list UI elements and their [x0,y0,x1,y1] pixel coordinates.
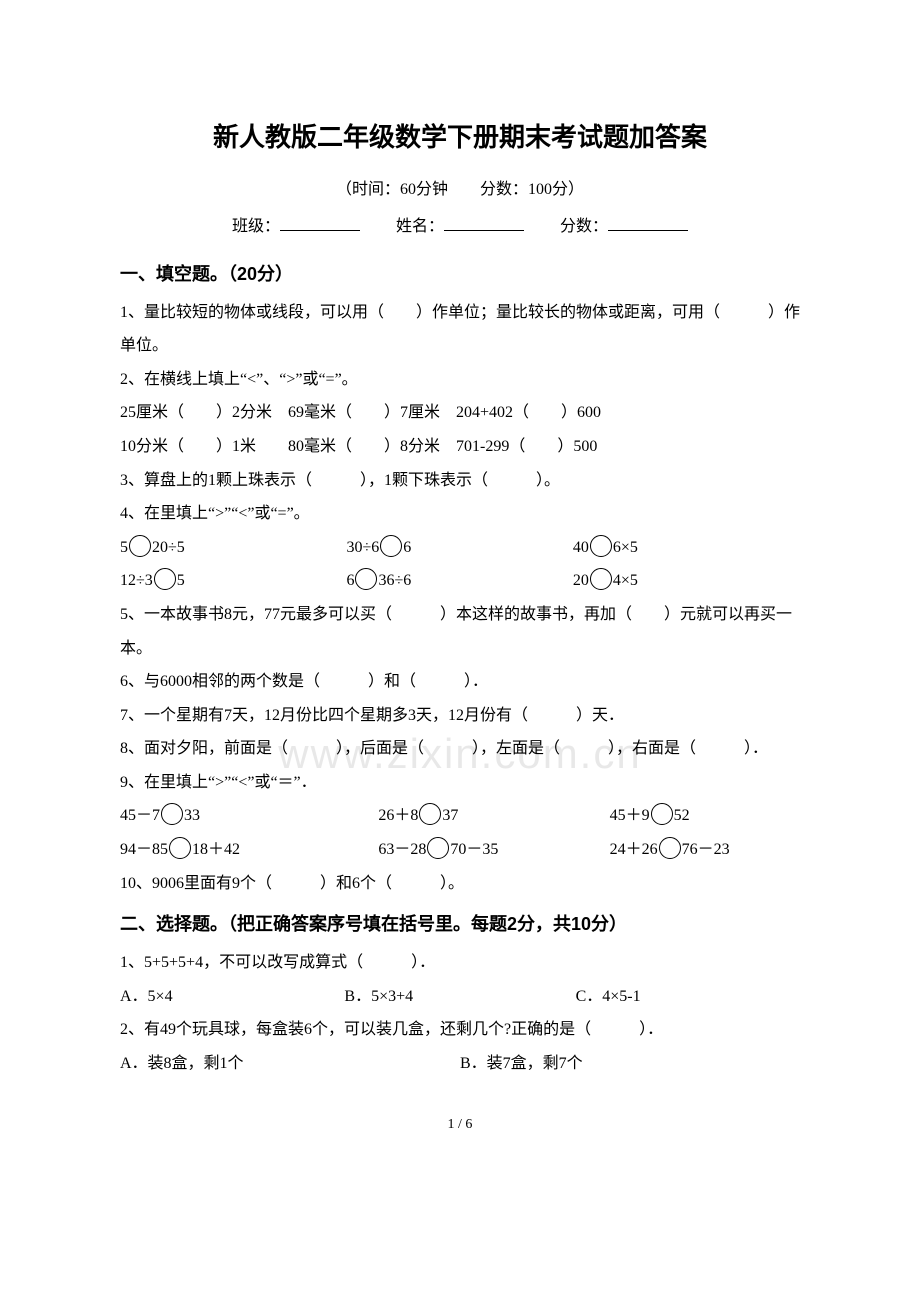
q9-row2: 94－85 18＋42 63－28 70－35 24＋26 76－23 [120,833,800,867]
class-label: 班级： [232,218,280,235]
q3: 3、算盘上的1颗上珠表示（ ），1颗下珠表示（ ）。 [120,464,800,498]
q9r1a2: 33 [184,807,200,824]
q8: 8、面对夕阳，前面是（ ），后面是（ ），左面是（ ），右面是（ ）． [120,732,800,766]
q9r1b2: 37 [442,807,458,824]
q9-row1: 45－7 33 26＋8 37 45＋9 52 [120,799,800,833]
q7: 7、一个星期有7天，12月份比四个星期多3天，12月份有（ ）天． [120,699,800,733]
s2q1: 1、5+5+5+4，不可以改写成算式（ ）． [120,946,800,980]
q4r1a2: 20÷5 [152,539,185,556]
q4r1b1: 30÷6 [346,539,379,556]
q1: 1、量比较短的物体或线段，可以用（ ）作单位；量比较长的物体或距离，可用（ ）作… [120,296,800,363]
q9r1c1: 45＋9 [610,807,650,824]
s2q2-options: A．装8盒，剩1个 B．装7盒，剩7个 [120,1047,800,1081]
q10: 10、9006里面有9个（ ）和6个（ ）。 [120,867,800,901]
page-title: 新人教版二年级数学下册期末考试题加答案 [120,110,800,165]
q4r2a1: 12÷3 [120,572,153,589]
compare-circle[interactable] [355,568,377,590]
compare-circle[interactable] [169,837,191,859]
section-2-head: 二、选择题。（把正确答案序号填在括号里。每题2分，共10分） [120,906,800,944]
q9: 9、在里填上“>”“<”或“＝”． [120,766,800,800]
exam-meta: （时间：60分钟 分数：100分） [120,173,800,207]
class-blank[interactable] [280,215,360,231]
q9r2a2: 18＋42 [192,841,240,858]
q2: 2、在横线上填上“<”、“>”或“=”。 [120,363,800,397]
q9r2c2: 76－23 [682,841,730,858]
q9r2a1: 94－85 [120,841,168,858]
q9r1c2: 52 [674,807,690,824]
compare-circle[interactable] [659,837,681,859]
name-blank[interactable] [444,215,524,231]
q2-line-b: 10分米（ ）1米 80毫米（ ）8分米 701-299（ ）500 [120,430,800,464]
q4r1a1: 5 [120,539,128,556]
q2-line-a: 25厘米（ ）2分米 69毫米（ ）7厘米 204+402（ ）600 [120,396,800,430]
s2q1-options: A．5×4 B．5×3+4 C．4×5-1 [120,980,800,1014]
q4r1c1: 40 [573,539,589,556]
q4-row2: 12÷3 5 6 36÷6 20 4×5 [120,564,800,598]
compare-circle[interactable] [427,837,449,859]
q4r2c1: 20 [573,572,589,589]
compare-circle[interactable] [590,535,612,557]
q4r2b1: 6 [346,572,354,589]
s2q2-opt-b[interactable]: B．装7盒，剩7个 [460,1047,800,1081]
score-label: 分数： [560,218,608,235]
q4r1c2: 6×5 [613,539,638,556]
section-1-head: 一、填空题。（20分） [120,256,800,294]
name-label: 姓名： [396,218,444,235]
q4-row1: 5 20÷5 30÷6 6 40 6×5 [120,531,800,565]
q9r1a1: 45－7 [120,807,160,824]
q9r2b2: 70－35 [450,841,498,858]
s2q2: 2、有49个玩具球，每盒装6个，可以装几盒，还剩几个?正确的是（ ）． [120,1013,800,1047]
q9r1b1: 26＋8 [378,807,418,824]
q9r2c1: 24＋26 [610,841,658,858]
q4r2b2: 36÷6 [378,572,411,589]
q4: 4、在里填上“>”“<”或“=”。 [120,497,800,531]
student-info-row: 班级： 姓名： 分数： [120,210,800,244]
compare-circle[interactable] [154,568,176,590]
q5: 5、一本故事书8元，77元最多可以买（ ）本这样的故事书，再加（ ）元就可以再买… [120,598,800,665]
compare-circle[interactable] [419,803,441,825]
score-blank[interactable] [608,215,688,231]
q6: 6、与6000相邻的两个数是（ ）和（ ）． [120,665,800,699]
page-number: 1 / 6 [120,1110,800,1139]
s2q1-opt-c[interactable]: C．4×5-1 [576,980,800,1014]
q9r2b1: 63－28 [378,841,426,858]
compare-circle[interactable] [590,568,612,590]
s2q2-opt-a[interactable]: A．装8盒，剩1个 [120,1047,460,1081]
compare-circle[interactable] [380,535,402,557]
q4r1b2: 6 [403,539,411,556]
q4r2a2: 5 [177,572,185,589]
compare-circle[interactable] [651,803,673,825]
s2q1-opt-a[interactable]: A．5×4 [120,980,344,1014]
q4r2c2: 4×5 [613,572,638,589]
compare-circle[interactable] [161,803,183,825]
compare-circle[interactable] [129,535,151,557]
s2q1-opt-b[interactable]: B．5×3+4 [344,980,575,1014]
